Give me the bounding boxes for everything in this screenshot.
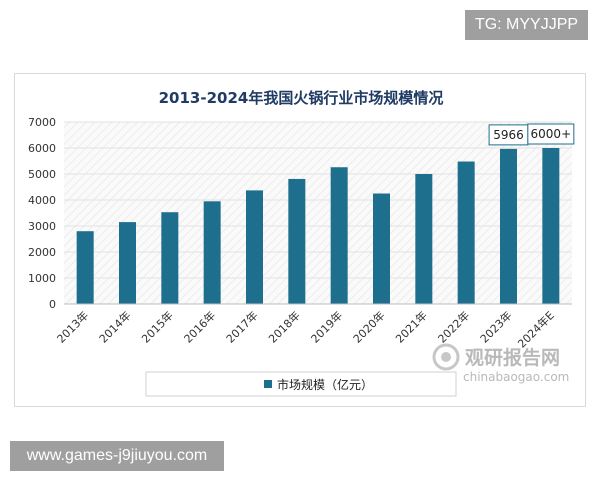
bar-2023年 xyxy=(500,148,517,304)
legend-label: 市场规模（亿元） xyxy=(277,377,373,392)
x-tick-label: 2014年 xyxy=(96,308,133,345)
y-tick-label: 5000 xyxy=(28,168,56,181)
y-tick-label: 0 xyxy=(49,298,56,311)
bar-2024年E xyxy=(542,148,560,304)
bar-2020年 xyxy=(373,193,390,304)
data-labels: 5966 6000+ xyxy=(488,123,575,146)
x-tick-label: 2015年 xyxy=(138,308,175,345)
chart-title: 2013-2024年我国火锅行业市场规模情况 xyxy=(159,89,444,107)
y-tick-label: 1000 xyxy=(28,272,56,285)
bars xyxy=(76,148,560,304)
brand-domain: chinabaogao.com xyxy=(463,370,569,384)
y-axis-tick-labels: 0 1000 2000 3000 4000 5000 6000 7000 xyxy=(28,116,56,311)
legend-swatch xyxy=(264,380,272,388)
bar-2022年 xyxy=(457,161,475,304)
bar-2019年 xyxy=(330,167,348,304)
telegram-watermark-badge: TG: MYYJJPP xyxy=(465,10,588,40)
y-tick-label: 4000 xyxy=(28,194,56,207)
bar-2021年 xyxy=(415,174,433,304)
y-tick-label: 2000 xyxy=(28,246,56,259)
x-tick-label: 2016年 xyxy=(181,308,218,345)
brand-name: 观研报告网 xyxy=(465,346,560,369)
y-tick-label: 7000 xyxy=(28,116,56,129)
bar-2013年 xyxy=(76,231,94,304)
x-tick-label: 2017年 xyxy=(223,308,260,345)
x-tick-label: 2019年 xyxy=(308,308,345,345)
bar-2018年 xyxy=(288,178,306,304)
bar-2017年 xyxy=(246,190,263,304)
y-tick-label: 3000 xyxy=(28,220,56,233)
legend-box xyxy=(145,371,457,397)
bar-2015年 xyxy=(161,212,179,304)
data-label: 6000+ xyxy=(531,127,572,141)
data-label: 5966 xyxy=(493,128,524,142)
bar-2016年 xyxy=(203,201,221,304)
bar-2014年 xyxy=(119,222,136,304)
gridlines xyxy=(64,121,572,279)
x-tick-label: 2022年 xyxy=(435,308,472,345)
data-label-box xyxy=(527,123,575,145)
x-tick-label: 2013年 xyxy=(54,308,91,345)
site-url-watermark: www.games-j9jiuyou.com xyxy=(10,441,224,471)
x-tick-label: 2024年E xyxy=(515,308,557,350)
brand-logo: 观研报告网 chinabaogao.com xyxy=(432,343,569,384)
plot-area-background xyxy=(64,122,572,304)
chart-card: 2013-2024年我国火锅行业市场规模情况 0 1000 2000 3000 4000… xyxy=(14,73,586,407)
x-tick-label: 2023年 xyxy=(477,308,514,345)
x-tick-label: 2021年 xyxy=(392,308,429,345)
brand-logo-icon xyxy=(432,343,460,371)
market-size-bar-chart: 2013-2024年我国火锅行业市场规模情况 0 1000 2000 3000 4000… xyxy=(28,89,575,397)
x-tick-label: 2018年 xyxy=(265,308,302,345)
y-tick-label: 6000 xyxy=(28,142,56,155)
x-axis-tick-labels: 2013年 2014年 2015年 2016年 2017年 2018年 2019年 2020年… xyxy=(54,308,557,350)
x-tick-label: 2020年 xyxy=(350,308,387,345)
